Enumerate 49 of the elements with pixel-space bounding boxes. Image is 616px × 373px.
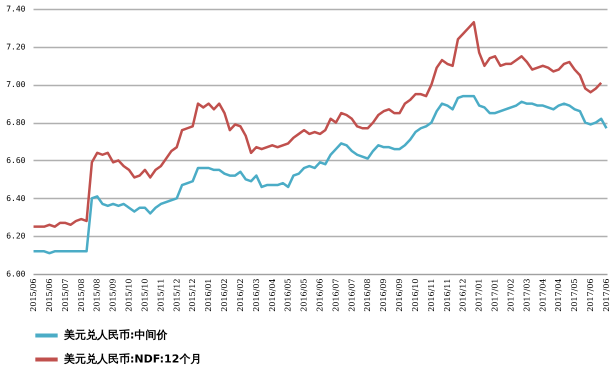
x-tick-label: 2016/05 <box>284 278 293 312</box>
x-tick-label: 2017/04 <box>538 278 548 312</box>
x-tick-label: 2017/06 <box>602 278 611 312</box>
x-tick-label: 2015/06 <box>44 278 54 312</box>
x-tick-label: 2016/06 <box>316 278 324 312</box>
x-tick-label: 2016/10 <box>410 278 420 312</box>
x-tick-label: 2015/09 <box>108 278 118 312</box>
x-tick-label: 2016/11 <box>442 278 452 312</box>
y-tick-label: 6.00 <box>6 270 26 278</box>
x-tick-label: 2015/12 <box>188 278 198 312</box>
x-tick-label: 2016/08 <box>363 278 372 312</box>
y-tick-label: 6.20 <box>6 232 26 241</box>
y-tick-label: 7.20 <box>6 42 26 52</box>
x-tick-label: 2016/11 <box>426 278 436 312</box>
x-tick-label: 2016/02 <box>220 278 230 312</box>
x-tick-label: 2016/09 <box>395 278 404 312</box>
legend-label: 美元兑人民币:中间价 <box>63 328 168 342</box>
x-tick-label: 2016/05 <box>300 278 309 312</box>
y-tick-label: 6.60 <box>6 156 26 165</box>
x-tick-label: 2017/06 <box>586 278 596 312</box>
x-tick-label: 2017/04 <box>554 278 564 312</box>
y-tick-label: 6.80 <box>6 118 26 128</box>
y-tick-label: 7.40 <box>6 4 26 14</box>
x-tick-label: 2017/01 <box>474 278 484 312</box>
x-tick-label: 2016/02 <box>236 278 245 312</box>
x-tick-label: 2016/12 <box>458 278 468 312</box>
x-tick-label: 2016/04 <box>268 278 277 312</box>
x-tick-label: 2017/03 <box>522 278 532 312</box>
legend-label: 美元兑人民币:NDF:12个月 <box>63 352 202 366</box>
y-tick-label: 6.40 <box>6 194 26 203</box>
x-tick-label: 2017/01 <box>490 278 500 312</box>
x-tick-label: 2016/09 <box>379 278 388 312</box>
x-tick-label: 2016/01 <box>204 278 214 312</box>
x-tick-label: 2017/02 <box>506 278 516 312</box>
x-tick-label: 2015/06 <box>29 278 38 312</box>
line-series <box>32 21 602 228</box>
x-tick-label: 2015/10 <box>140 278 150 312</box>
x-tick-label: 2015/07 <box>60 278 70 312</box>
x-tick-label: 2015/08 <box>92 278 102 312</box>
x-tick-label: 2016/03 <box>252 278 261 312</box>
x-tick-label: 2015/11 <box>156 278 166 312</box>
x-tick-label: 2016/07 <box>331 278 340 312</box>
line-series <box>32 94 608 254</box>
x-tick-label: 2015/08 <box>76 278 86 312</box>
x-tick-label: 2017/05 <box>570 278 580 312</box>
y-tick-label: 7.00 <box>6 80 26 90</box>
x-tick-label: 2016/07 <box>347 278 356 312</box>
x-tick-label: 2015/12 <box>172 278 182 312</box>
x-tick-label: 2015/10 <box>124 278 134 312</box>
